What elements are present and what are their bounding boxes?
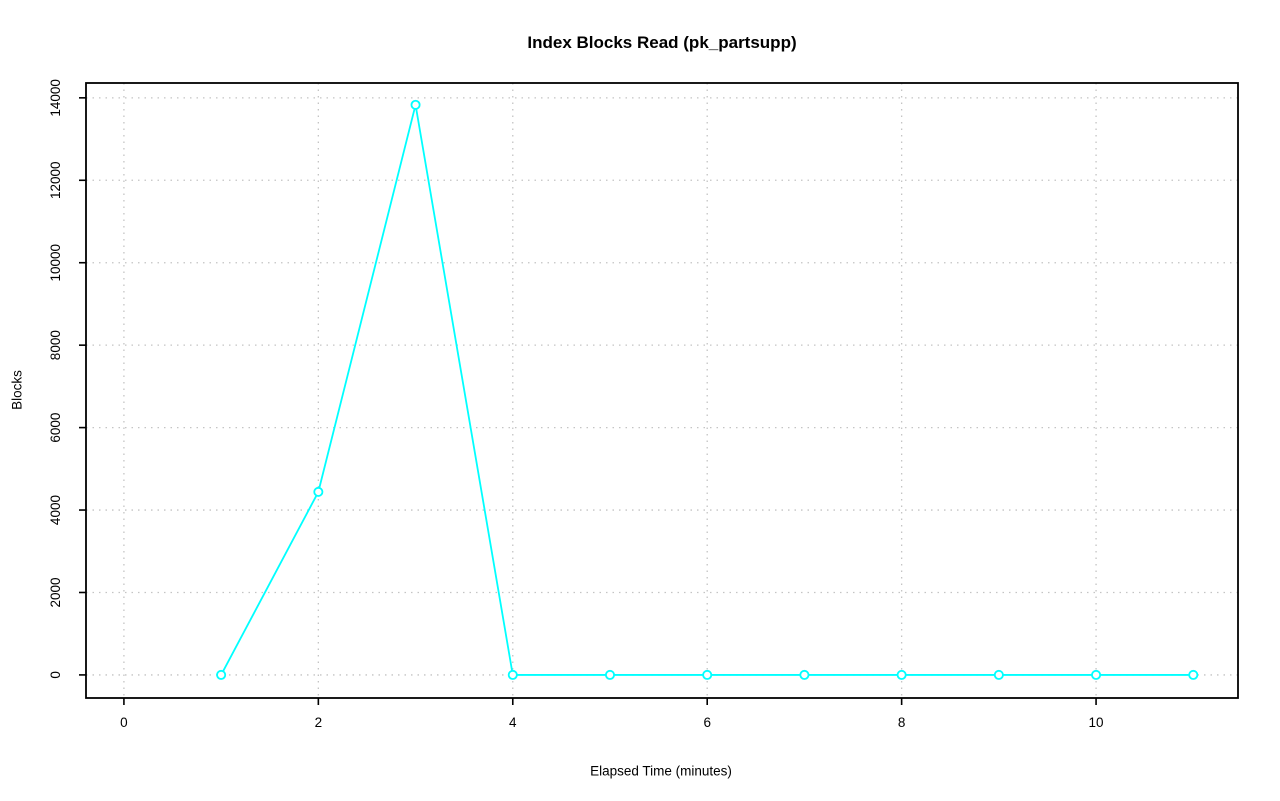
y-tick-label: 2000 [48, 577, 63, 607]
y-tick-label: 10000 [48, 244, 63, 282]
data-point-marker [216, 669, 227, 680]
y-tick-label: 12000 [48, 162, 63, 200]
data-point-marker [799, 669, 810, 680]
x-tick-label: 2 [315, 715, 323, 730]
data-point-marker [702, 669, 713, 680]
x-tick-label: 10 [1089, 715, 1104, 730]
data-point-marker [896, 669, 907, 680]
data-point-marker [313, 486, 324, 497]
data-point-marker [1188, 669, 1199, 680]
x-axis-label: Elapsed Time (minutes) [590, 763, 732, 779]
data-point-marker [410, 99, 421, 110]
x-tick-label: 8 [898, 715, 906, 730]
y-tick-label: 4000 [48, 495, 63, 525]
y-tick-label: 0 [48, 671, 63, 679]
x-tick-label: 0 [120, 715, 128, 730]
data-point-marker [1091, 669, 1102, 680]
x-tick-label: 6 [703, 715, 711, 730]
data-point-marker [507, 669, 518, 680]
y-tick-label: 14000 [48, 79, 63, 117]
x-tick-label: 4 [509, 715, 517, 730]
chart-title: Index Blocks Read (pk_partsupp) [527, 33, 797, 52]
data-point-marker [993, 669, 1004, 680]
data-point-marker [604, 669, 615, 680]
y-axis-label: Blocks [9, 370, 25, 410]
y-tick-label: 6000 [48, 413, 63, 443]
y-tick-label: 8000 [48, 330, 63, 360]
plot-border [85, 82, 1239, 699]
